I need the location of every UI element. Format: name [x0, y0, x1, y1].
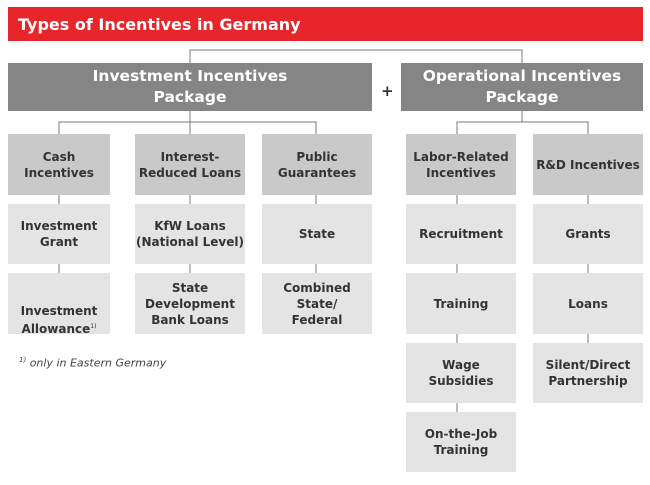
- silent-direct-partnership-box: Silent/Direct Partnership: [533, 343, 643, 403]
- page-title: Types of Incentives in Germany: [8, 7, 643, 41]
- rd-loans-box: Loans: [533, 273, 643, 334]
- investment-allowance-label: Investment Allowance: [20, 304, 98, 336]
- cash-incentives-box: Cash Incentives: [8, 134, 110, 195]
- combined-state-federal-box: Combined State/ Federal: [262, 273, 372, 334]
- footnote-ref: 1): [90, 323, 97, 330]
- kfw-loans-box: KfW Loans (National Level): [135, 204, 245, 264]
- footnote-marker: 1): [19, 356, 27, 364]
- recruitment-box: Recruitment: [406, 204, 516, 264]
- wage-subsidies-box: Wage Subsidies: [406, 343, 516, 403]
- public-guarantees-box: Public Guarantees: [262, 134, 372, 195]
- rd-incentives-box: R&D Incentives: [533, 134, 643, 195]
- operational-package: Operational Incentives Package: [401, 63, 643, 111]
- footnote: 1) only in Eastern Germany: [19, 356, 166, 370]
- footnote-text: only in Eastern Germany: [29, 356, 167, 370]
- training-box: Training: [406, 273, 516, 334]
- investment-package: Investment Incentives Package: [8, 63, 372, 111]
- interest-reduced-loans-box: Interest- Reduced Loans: [135, 134, 245, 195]
- rd-grants-box: Grants: [533, 204, 643, 264]
- investment-allowance-box: Investment Allowance1): [8, 273, 110, 336]
- plus-sign: +: [381, 82, 394, 100]
- on-the-job-training-box: On-the-Job Training: [406, 412, 516, 472]
- labor-related-incentives-box: Labor-Related Incentives: [406, 134, 516, 195]
- state-development-bank-loans-box: State Development Bank Loans: [135, 273, 245, 334]
- state-guarantee-box: State: [262, 204, 372, 264]
- operational-branch: [456, 121, 589, 134]
- investment-grant-box: Investment Grant: [8, 204, 110, 264]
- investment-branch: [58, 121, 317, 134]
- top-connector: [189, 49, 523, 63]
